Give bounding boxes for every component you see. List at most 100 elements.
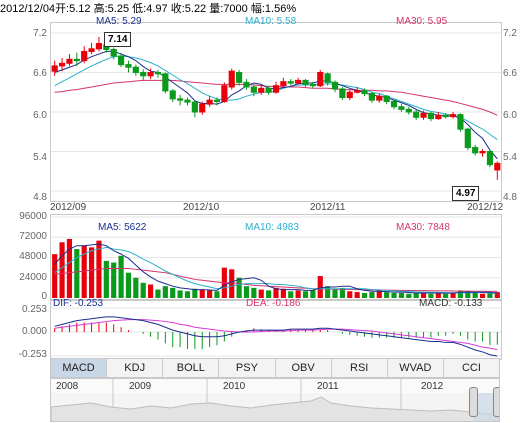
vol-ma10-line [54,246,498,295]
volume-bar [332,289,338,298]
candle-body [442,114,449,118]
candle-body [302,79,309,85]
candle-body [287,81,294,84]
volume-bar [214,291,220,298]
macd-axis-2: -0.253 [18,349,47,360]
candle-body [88,48,95,52]
volume-bar [140,282,146,298]
price-axis-right-4: 4.8 [503,192,517,203]
tab-boll[interactable]: BOLL [163,359,220,377]
candle-body [427,112,434,120]
volume-bar [325,286,331,298]
candle-body [435,114,442,120]
header-high-label: 高: [93,3,108,15]
nav-year-2010: 2010 [223,381,246,392]
volume-bar [251,287,257,298]
volume-chart-panel[interactable] [50,214,502,300]
candle-body [228,70,235,88]
candle-body [398,106,405,110]
volume-axis-4: 0 [41,291,47,302]
candle-body [376,95,383,101]
candle-body [486,151,494,166]
tab-cci[interactable]: CCI [461,362,481,374]
volume-ma5-legend: MA5: 5622 [98,222,147,233]
tab-wvad[interactable]: WVAD [388,359,444,377]
volume-bar [162,286,168,298]
volume-bar [347,291,353,298]
price-axis-left-3: 5.4 [33,152,47,163]
volume-bar [450,292,456,298]
volume-bar [66,238,73,298]
navigator-right-handle[interactable] [493,387,499,417]
volume-bar [472,292,478,298]
volume-bar [435,292,441,298]
volume-bar [413,292,419,298]
header-close: 5.22 [184,3,207,15]
volume-bar [192,288,198,298]
volume-bar [266,290,272,298]
x-label-nov: 2012/11 [310,202,346,213]
candle-body [66,58,73,64]
tab-rsi[interactable]: RSI [332,359,388,377]
header-volume: 7000 [223,3,248,15]
header-low-label: 低: [132,3,147,15]
dea-line [54,319,498,351]
volume-bar [420,292,427,298]
tab-psy[interactable]: PSY [219,359,276,377]
price-axis-left-2: 6.0 [33,110,47,121]
volume-bar [155,289,161,298]
candle-body [191,101,198,113]
price-axis-right-1: 6.6 [503,68,517,79]
volume-bar [494,292,500,298]
volume-bar [391,292,397,298]
candle-body [339,88,346,99]
volume-bar [243,286,250,298]
volume-ma30-legend: MA30: 7848 [396,222,450,233]
candle-body [221,85,228,102]
candle-body [309,83,316,87]
candle-body [81,50,88,62]
candle-body [346,91,353,99]
macd-chart-panel[interactable] [50,300,502,360]
volume-bar [74,249,80,298]
macd-value-legend: MACD: -0.133 [419,298,483,309]
tab-kdj[interactable]: KDJ [107,359,164,377]
volume-bar [376,290,382,298]
price-chart-panel[interactable] [50,22,502,202]
macd-axis-1: 0.000 [21,326,47,337]
navigator-left-handle[interactable] [469,387,478,417]
candle-body [162,73,169,92]
candle-body [118,55,125,66]
candle-body [177,98,184,101]
volume-axis-2: 48000 [19,251,47,262]
volume-bar [479,293,486,298]
candle-body [449,114,457,118]
candle-body [169,90,176,100]
candle-body [457,114,464,130]
x-label-dec: 2012/12 [467,202,504,213]
range-navigator[interactable]: 2008 2009 2010 2011 2012 [50,378,500,422]
volume-bar [103,260,109,298]
volume-bar [236,277,242,298]
header-change: 1.56% [264,3,297,15]
volume-bar [118,255,124,298]
tab-obv[interactable]: OBV [276,359,332,377]
price-axis-right-3: 5.4 [503,152,517,163]
candle-body [95,43,103,50]
candle-body [125,64,132,68]
candle-body [464,128,471,149]
tab-macd[interactable]: MACD [51,359,108,377]
volume-bar [184,291,191,298]
macd-dif-legend: DIF: -0.253 [53,298,104,309]
volume-chart-svg [51,216,501,298]
volume-bar [354,292,360,298]
header-low: 4.97 [146,3,168,15]
candle-body [199,103,206,113]
header-change-label: 幅: [250,3,265,15]
candle-body [479,151,486,154]
ma5-line [54,50,498,160]
dif-line [54,316,498,357]
candle-body [383,95,390,102]
price-axis-left-1: 6.6 [33,68,47,79]
volume-bar [361,292,368,298]
